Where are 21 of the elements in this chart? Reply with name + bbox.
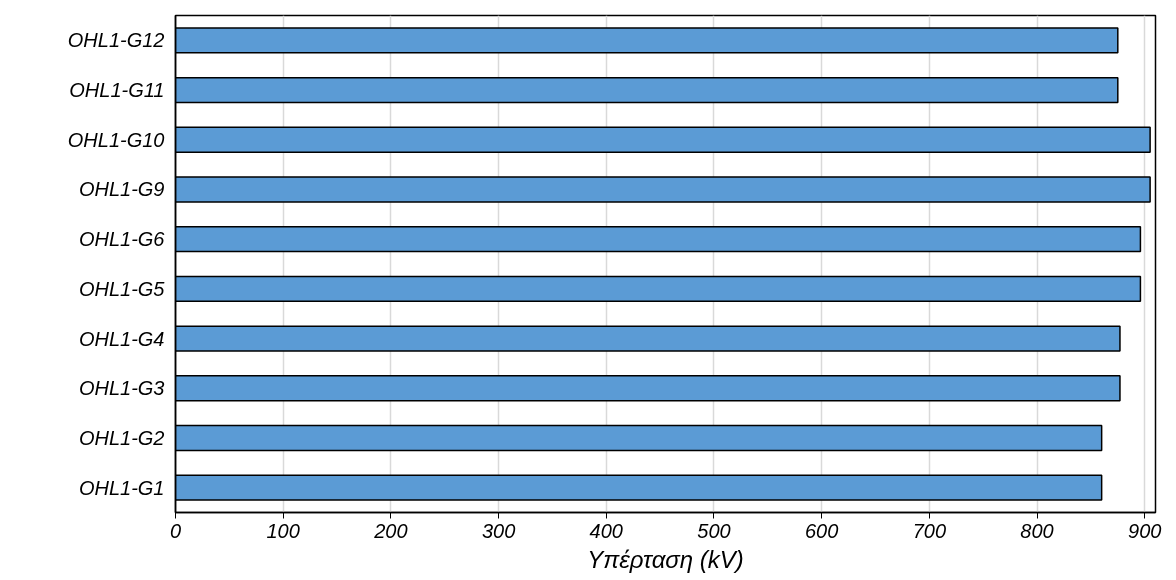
x-tick-label: 700	[912, 519, 947, 542]
x-tick-label: 500	[697, 519, 731, 542]
x-tick-label: 600	[804, 519, 839, 542]
x-tick-label: 800	[1020, 519, 1054, 542]
y-tick-label: OHL1-G11	[69, 79, 165, 102]
y-tick-label: OHL1-G12	[67, 29, 165, 52]
x-tick-label: 200	[373, 519, 408, 542]
x-tick-label: 900	[1128, 519, 1162, 542]
y-tick-label: OHL1-G6	[78, 228, 166, 251]
y-tick-label: OHL1-G5	[78, 277, 166, 300]
y-tick-label: OHL1-G9	[78, 178, 165, 201]
y-tick-label: OHL1-G4	[78, 327, 165, 350]
x-tick-label: 400	[589, 519, 623, 542]
x-tick-label: 100	[266, 519, 300, 542]
y-tick-label: OHL1-G10	[67, 128, 165, 151]
y-tick-label: OHL1-G1	[78, 476, 165, 499]
y-tick-label: OHL1-G3	[78, 377, 165, 400]
x-tick-label: 0	[169, 519, 182, 542]
x-axis-title: Υπέρταση (kV)	[587, 545, 744, 573]
y-tick-label: OHL1-G2	[78, 426, 165, 449]
x-tick-label: 300	[481, 519, 516, 542]
